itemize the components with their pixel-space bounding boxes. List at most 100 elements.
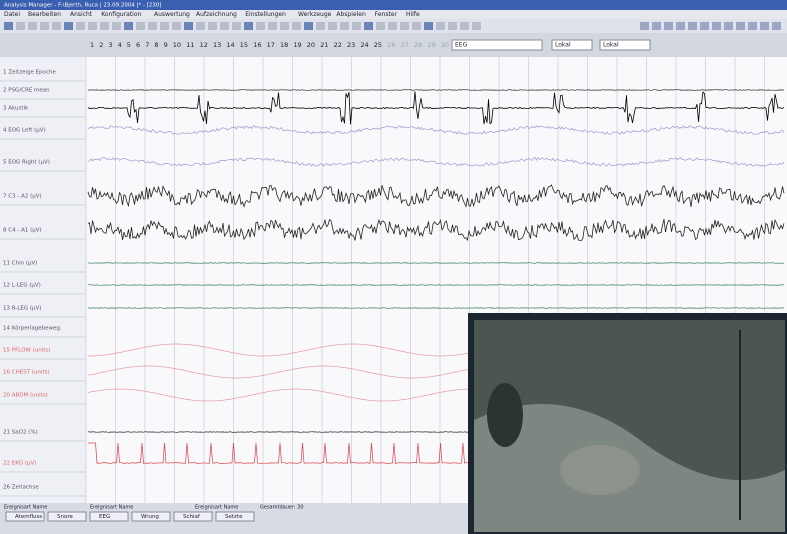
toolbar-button[interactable]	[412, 22, 421, 30]
toolbar-button[interactable]	[736, 22, 745, 30]
page-button[interactable]: 16	[253, 41, 261, 49]
toolbar-button[interactable]	[640, 22, 649, 30]
toolbar-button[interactable]	[676, 22, 685, 30]
event-button-label[interactable]: Setzte	[225, 514, 243, 520]
toolbar-button[interactable]	[88, 22, 97, 30]
page-button[interactable]: 18	[280, 41, 288, 49]
toolbar-button[interactable]	[196, 22, 205, 30]
menu-item[interactable]: Werkzeuge	[298, 11, 332, 18]
toolbar-button[interactable]	[424, 22, 433, 30]
toolbar-button[interactable]	[256, 22, 265, 30]
page-button[interactable]: 13	[213, 41, 221, 49]
page-button[interactable]: 17	[267, 41, 275, 49]
toolbar-button[interactable]	[160, 22, 169, 30]
toolbar-button[interactable]	[340, 22, 349, 30]
toolbar-button[interactable]	[76, 22, 85, 30]
page-button[interactable]: 4	[118, 41, 122, 49]
page-button[interactable]: 6	[136, 41, 140, 49]
menu-item[interactable]: Hilfe	[406, 11, 420, 18]
menu-item[interactable]: Fenster	[375, 11, 398, 18]
toolbar-button[interactable]	[772, 22, 781, 30]
page-button[interactable]: 15	[240, 41, 248, 49]
page-button[interactable]: 7	[145, 41, 149, 49]
toolbar-button[interactable]	[40, 22, 49, 30]
toolbar-button[interactable]	[112, 22, 121, 30]
menu-item[interactable]: Ansicht	[70, 11, 93, 18]
toolbar-button[interactable]	[64, 22, 73, 30]
page-button[interactable]: 11	[186, 41, 194, 49]
toolbar-button[interactable]	[208, 22, 217, 30]
toolbar-button[interactable]	[460, 22, 469, 30]
toolbar-button[interactable]	[304, 22, 313, 30]
page-button[interactable]: 14	[226, 41, 234, 49]
toolbar-button[interactable]	[352, 22, 361, 30]
menu-item[interactable]: Bearbeiten	[28, 11, 61, 18]
page-button[interactable]: 20	[307, 41, 315, 49]
dropdown-value[interactable]: Lokal	[603, 42, 619, 49]
toolbar-button[interactable]	[124, 22, 133, 30]
toolbar-button[interactable]	[52, 22, 61, 30]
toolbar-button[interactable]	[100, 22, 109, 30]
toolbar-button[interactable]	[724, 22, 733, 30]
page-button[interactable]: 27	[401, 41, 409, 49]
toolbar-button[interactable]	[244, 22, 253, 30]
event-button-label[interactable]: Wrung	[141, 514, 159, 520]
toolbar-button[interactable]	[688, 22, 697, 30]
toolbar-button[interactable]	[184, 22, 193, 30]
menu-item[interactable]: Datei	[4, 11, 20, 18]
toolbar-button[interactable]	[148, 22, 157, 30]
dropdown-value[interactable]: EEG	[455, 42, 468, 49]
toolbar-button[interactable]	[28, 22, 37, 30]
page-button[interactable]: 22	[334, 41, 342, 49]
toolbar-button[interactable]	[316, 22, 325, 30]
toolbar-button[interactable]	[472, 22, 481, 30]
page-button[interactable]: 30	[441, 41, 449, 49]
toolbar-button[interactable]	[220, 22, 229, 30]
toolbar-button[interactable]	[436, 22, 445, 30]
page-button[interactable]: 5	[127, 41, 131, 49]
page-button[interactable]: 26	[387, 41, 395, 49]
toolbar-button[interactable]	[16, 22, 25, 30]
page-button[interactable]: 24	[360, 41, 368, 49]
toolbar-button[interactable]	[292, 22, 301, 30]
toolbar-button[interactable]	[4, 22, 13, 30]
toolbar-button[interactable]	[760, 22, 769, 30]
page-button[interactable]: 23	[347, 41, 355, 49]
event-button-label[interactable]: EEG	[99, 514, 110, 520]
page-button[interactable]: 12	[200, 41, 208, 49]
menu-item[interactable]: Auswertung	[154, 11, 190, 18]
toolbar-button[interactable]	[172, 22, 181, 30]
toolbar-button[interactable]	[328, 22, 337, 30]
page-button[interactable]: 1	[90, 41, 94, 49]
toolbar-button[interactable]	[748, 22, 757, 30]
toolbar-button[interactable]	[400, 22, 409, 30]
page-button[interactable]: 21	[320, 41, 328, 49]
toolbar-button[interactable]	[268, 22, 277, 30]
page-button[interactable]: 29	[427, 41, 435, 49]
toolbar-button[interactable]	[712, 22, 721, 30]
menu-item[interactable]: Abspielen	[336, 11, 366, 18]
menu-item[interactable]: Einstellungen	[245, 11, 286, 18]
page-button[interactable]: 28	[414, 41, 422, 49]
page-button[interactable]: 25	[374, 41, 382, 49]
toolbar-button[interactable]	[700, 22, 709, 30]
event-button-label[interactable]: Snore	[57, 514, 73, 520]
page-button[interactable]: 10	[173, 41, 181, 49]
toolbar-button[interactable]	[664, 22, 673, 30]
event-button-label[interactable]: Schlaf	[183, 514, 201, 520]
toolbar-button[interactable]	[448, 22, 457, 30]
event-button-label[interactable]: Atemfluss	[15, 514, 42, 520]
toolbar-button[interactable]	[388, 22, 397, 30]
page-button[interactable]: 19	[293, 41, 301, 49]
toolbar-button[interactable]	[136, 22, 145, 30]
toolbar-button[interactable]	[652, 22, 661, 30]
toolbar-button[interactable]	[364, 22, 373, 30]
toolbar-button[interactable]	[280, 22, 289, 30]
dropdown-value[interactable]: Lokal	[555, 42, 571, 49]
page-button[interactable]: 3	[108, 41, 112, 49]
page-button[interactable]: 9	[164, 41, 168, 49]
page-button[interactable]: 2	[99, 41, 103, 49]
page-button[interactable]: 8	[154, 41, 158, 49]
toolbar-button[interactable]	[232, 22, 241, 30]
toolbar-button[interactable]	[376, 22, 385, 30]
